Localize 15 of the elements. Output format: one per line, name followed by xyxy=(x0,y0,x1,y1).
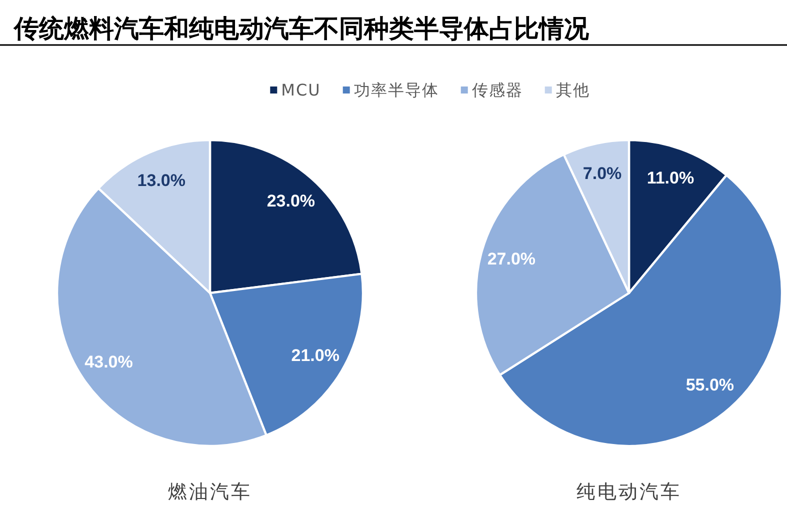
slice-label: 纯电动汽车 xyxy=(576,481,682,503)
legend-label: 传感器 xyxy=(472,80,523,100)
slice-label: 燃油汽车 xyxy=(168,481,252,503)
data-label: 11.0% xyxy=(646,168,694,188)
data-label: 55.0% xyxy=(686,375,734,394)
data-label: 27.0% xyxy=(487,249,536,268)
data-label: 43.0% xyxy=(84,352,133,372)
data-label: 21.0% xyxy=(291,346,340,365)
legend-label: MCU xyxy=(281,80,321,100)
data-label: 23.0% xyxy=(266,192,316,211)
chart-title: 传统燃料汽车和纯电动汽车不同种类半导体占比情况 xyxy=(13,14,590,43)
data-label: 13.0% xyxy=(137,171,186,190)
legend-label: 功率半导体 xyxy=(354,80,439,100)
data-label: 7.0% xyxy=(582,164,622,184)
legend-label: 其他 xyxy=(556,80,590,100)
